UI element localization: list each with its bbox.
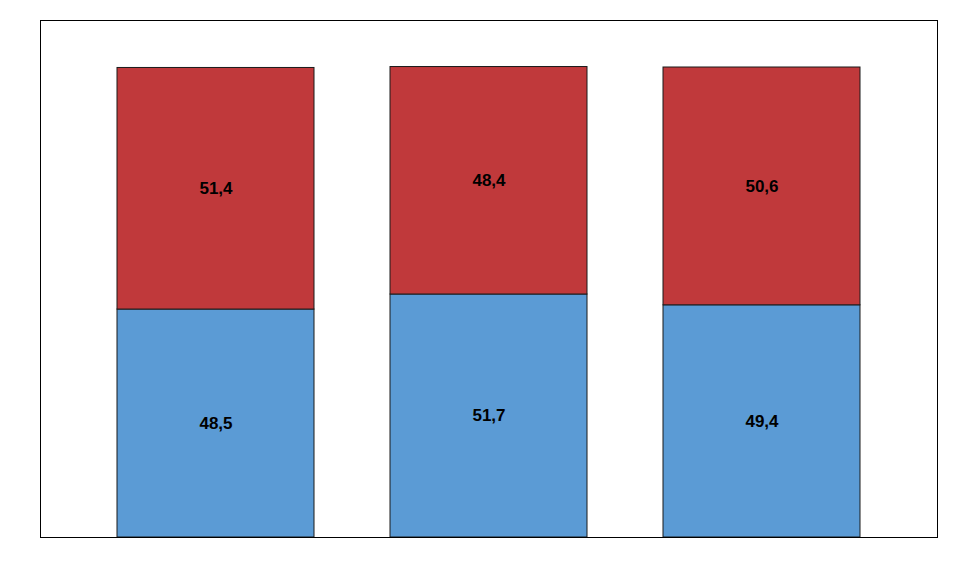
svg-text:50,6: 50,6 <box>745 177 778 196</box>
svg-text:51,4: 51,4 <box>199 179 233 198</box>
svg-text:51,7: 51,7 <box>472 406 505 425</box>
svg-text:48,4: 48,4 <box>472 171 506 190</box>
svg-text:48,5: 48,5 <box>199 414 232 433</box>
svg-text:49,4: 49,4 <box>745 412 779 431</box>
